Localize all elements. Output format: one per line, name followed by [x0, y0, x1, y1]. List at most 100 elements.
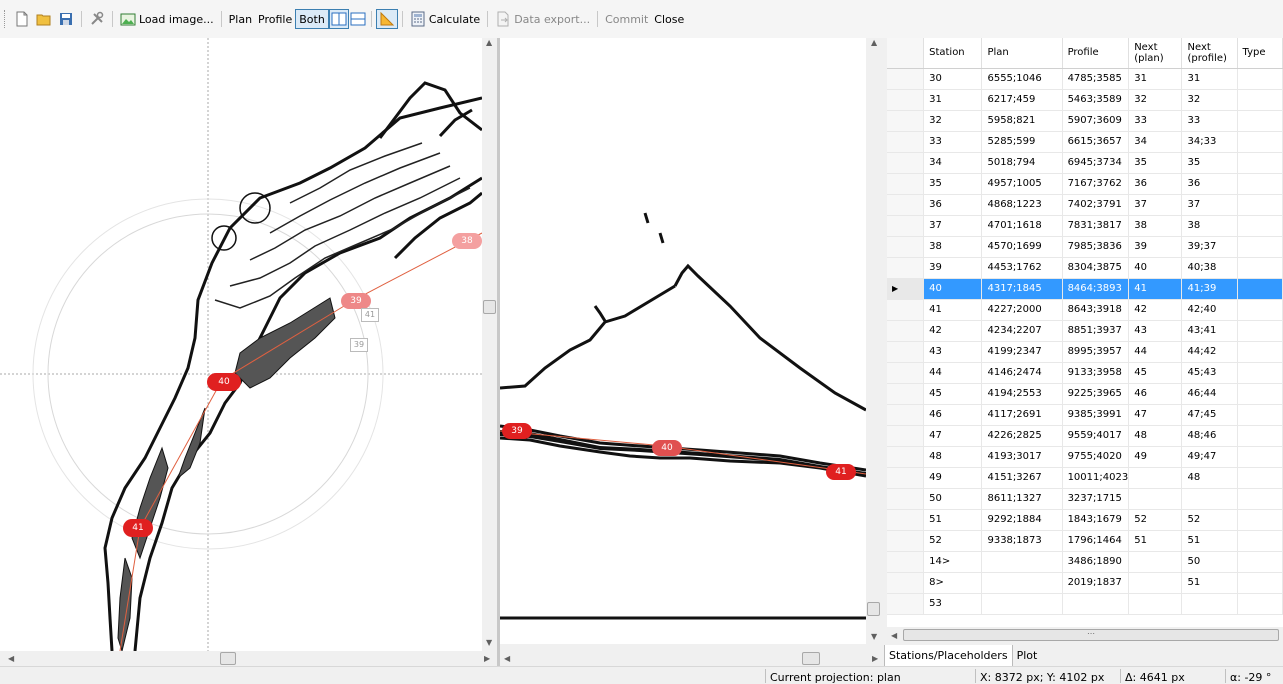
profile-horizontal-scroll-thumb[interactable]	[802, 652, 820, 665]
cell-next-profile[interactable]: 48	[1181, 467, 1238, 489]
cell-next-plan[interactable]	[1128, 467, 1183, 489]
cell-plan[interactable]: 4317;1845	[981, 278, 1063, 300]
cell-plan[interactable]: 4226;2825	[981, 425, 1063, 447]
row-header[interactable]	[887, 236, 925, 258]
table-row[interactable]: 36 4868;1223 7402;3791 37 37	[887, 194, 1283, 216]
table-row[interactable]: 8> 2019;1837 51	[887, 572, 1283, 594]
row-header[interactable]	[887, 446, 925, 468]
cell-next-profile[interactable]: 51	[1181, 572, 1238, 594]
cell-station[interactable]: 52	[923, 530, 983, 552]
cell-plan[interactable]	[981, 593, 1063, 615]
cell-profile[interactable]: 5907;3609	[1062, 110, 1130, 132]
table-row[interactable]: 44 4146;2474 9133;3958 45 45;43	[887, 362, 1283, 384]
cell-type[interactable]	[1237, 425, 1283, 447]
cell-next-plan[interactable]: 31	[1128, 68, 1183, 90]
cell-plan[interactable]: 4193;3017	[981, 446, 1063, 468]
row-header[interactable]	[887, 110, 925, 132]
row-header[interactable]	[887, 572, 925, 594]
row-header[interactable]	[887, 194, 925, 216]
row-header[interactable]	[887, 404, 925, 426]
row-header[interactable]	[887, 593, 925, 615]
table-horizontal-scroll-thumb[interactable]: ⋯	[903, 629, 1279, 641]
station-marker-41[interactable]: 41	[123, 519, 153, 537]
cell-next-plan[interactable]: 49	[1128, 446, 1183, 468]
cell-station[interactable]: 34	[923, 152, 983, 174]
cell-next-plan[interactable]	[1128, 572, 1183, 594]
cell-type[interactable]	[1237, 509, 1283, 531]
cell-plan[interactable]: 6555;1046	[981, 68, 1063, 90]
scroll-down-arrow-icon[interactable]: ▼	[486, 638, 493, 647]
toolbar-grip[interactable]	[4, 10, 8, 28]
cell-type[interactable]	[1237, 299, 1283, 321]
split-horizontal-button[interactable]	[349, 9, 367, 29]
column-header-station[interactable]: Station	[923, 38, 983, 69]
station-marker-39[interactable]: 39	[341, 293, 371, 309]
cell-station[interactable]: 36	[923, 194, 983, 216]
table-row[interactable]: ▶ 40 4317;1845 8464;3893 41 41;39	[887, 278, 1283, 300]
cell-station[interactable]: 51	[923, 509, 983, 531]
row-header[interactable]	[887, 341, 925, 363]
row-header[interactable]	[887, 383, 925, 405]
cell-next-plan[interactable]: 37	[1128, 194, 1183, 216]
cell-type[interactable]	[1237, 551, 1283, 573]
row-header[interactable]: ▶	[887, 278, 925, 300]
placeholder-label-41[interactable]: 41	[361, 308, 379, 322]
column-header-profile[interactable]: Profile	[1062, 38, 1130, 69]
cell-station[interactable]: 47	[923, 425, 983, 447]
cell-profile[interactable]: 7831;3817	[1062, 215, 1130, 237]
cell-type[interactable]	[1237, 383, 1283, 405]
cell-type[interactable]	[1237, 467, 1283, 489]
cell-plan[interactable]: 4868;1223	[981, 194, 1063, 216]
table-row[interactable]: 34 5018;794 6945;3734 35 35	[887, 152, 1283, 174]
load-image-button[interactable]: Load image...	[117, 9, 217, 29]
profile-vertical-scroll-thumb[interactable]	[867, 602, 880, 616]
cell-next-profile[interactable]: 46;44	[1181, 383, 1238, 405]
row-header[interactable]	[887, 320, 925, 342]
cell-station[interactable]: 46	[923, 404, 983, 426]
cell-next-profile[interactable]: 35	[1181, 152, 1238, 174]
table-row[interactable]: 35 4957;1005 7167;3762 36 36	[887, 173, 1283, 195]
cell-next-profile[interactable]: 37	[1181, 194, 1238, 216]
cell-next-plan[interactable]: 36	[1128, 173, 1183, 195]
profile-vertical-scrollbar[interactable]: ▲ ▼	[866, 38, 882, 644]
row-header[interactable]	[887, 173, 925, 195]
table-row[interactable]: 31 6217;459 5463;3589 32 32	[887, 89, 1283, 111]
cell-next-plan[interactable]: 33	[1128, 110, 1183, 132]
row-header[interactable]	[887, 362, 925, 384]
cell-type[interactable]	[1237, 530, 1283, 552]
table-row[interactable]: 45 4194;2553 9225;3965 46 46;44	[887, 383, 1283, 405]
row-header[interactable]	[887, 89, 925, 111]
cell-profile[interactable]: 8851;3937	[1062, 320, 1130, 342]
table-horizontal-scrollbar[interactable]: ◀ ⋯	[887, 627, 1283, 643]
calculate-button[interactable]: Calculate	[407, 9, 483, 29]
cell-profile[interactable]: 1796;1464	[1062, 530, 1130, 552]
cell-profile[interactable]: 6945;3734	[1062, 152, 1130, 174]
plan-button[interactable]: Plan	[228, 12, 253, 26]
cell-station[interactable]: 49	[923, 467, 983, 489]
cell-next-profile[interactable]: 48;46	[1181, 425, 1238, 447]
cell-profile[interactable]: 2019;1837	[1062, 572, 1130, 594]
cell-next-profile[interactable]: 45;43	[1181, 362, 1238, 384]
scroll-left-arrow-icon[interactable]: ◀	[8, 654, 15, 663]
row-header[interactable]	[887, 467, 925, 489]
cell-station[interactable]: 48	[923, 446, 983, 468]
cell-type[interactable]	[1237, 593, 1283, 615]
cell-next-profile[interactable]: 50	[1181, 551, 1238, 573]
cell-plan[interactable]: 4199;2347	[981, 341, 1063, 363]
cell-profile[interactable]: 9133;3958	[1062, 362, 1130, 384]
cell-type[interactable]	[1237, 215, 1283, 237]
cell-plan[interactable]: 4151;3267	[981, 467, 1063, 489]
scroll-left-arrow-icon[interactable]: ◀	[504, 654, 511, 663]
table-row[interactable]: 41 4227;2000 8643;3918 42 42;40	[887, 299, 1283, 321]
cell-next-plan[interactable]: 41	[1128, 278, 1183, 300]
cell-type[interactable]	[1237, 131, 1283, 153]
table-row[interactable]: 53	[887, 593, 1283, 615]
cell-next-profile[interactable]: 42;40	[1181, 299, 1238, 321]
table-row[interactable]: 14> 3486;1890 50	[887, 551, 1283, 573]
profile-button[interactable]: Profile	[258, 12, 293, 26]
cell-next-plan[interactable]: 46	[1128, 383, 1183, 405]
cell-next-plan[interactable]	[1128, 488, 1183, 510]
cell-profile[interactable]: 1843;1679	[1062, 509, 1130, 531]
cell-plan[interactable]: 4234;2207	[981, 320, 1063, 342]
profile-marker-41[interactable]: 41	[826, 464, 856, 480]
